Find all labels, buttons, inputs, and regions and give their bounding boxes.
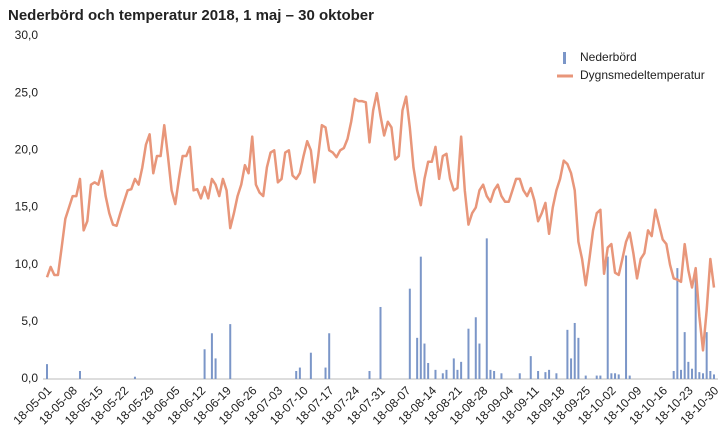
- y-tick-label: 30,0: [15, 28, 39, 42]
- bar: [599, 375, 602, 379]
- bar: [485, 238, 488, 379]
- bar: [423, 343, 426, 379]
- bar: [78, 370, 81, 379]
- y-tick-label: 0,0: [21, 371, 38, 385]
- bar: [478, 343, 481, 379]
- bar: [702, 373, 705, 379]
- bar: [493, 370, 496, 379]
- bar: [570, 358, 573, 379]
- bar: [210, 333, 213, 379]
- bar: [379, 306, 382, 379]
- bar: [709, 370, 712, 379]
- chart-title: Nederbörd och temperatur 2018, 1 maj – 3…: [8, 7, 374, 24]
- bar: [229, 324, 232, 379]
- bar: [691, 368, 694, 379]
- bar: [518, 373, 521, 379]
- bar: [434, 369, 437, 379]
- bar: [419, 256, 422, 379]
- bar: [368, 370, 371, 379]
- bar: [628, 375, 631, 379]
- bar: [672, 370, 675, 379]
- bar: [683, 332, 686, 379]
- bar: [452, 358, 455, 379]
- bar: [625, 255, 628, 379]
- legend-swatch: [563, 52, 566, 64]
- bar: [566, 329, 569, 379]
- bar: [548, 369, 551, 379]
- y-tick-label: 15,0: [15, 200, 39, 214]
- bar: [489, 369, 492, 379]
- bar: [298, 367, 301, 379]
- bar: [617, 374, 620, 379]
- bar: [676, 268, 679, 379]
- bar: [555, 373, 558, 379]
- bar: [573, 322, 576, 379]
- bar: [713, 374, 715, 379]
- bar: [408, 288, 411, 379]
- bar: [606, 256, 609, 379]
- bar: [687, 361, 690, 379]
- temperature-line: [45, 91, 716, 352]
- bar: [133, 376, 136, 379]
- bar: [595, 375, 598, 379]
- bar: [610, 373, 613, 379]
- bar: [680, 369, 683, 379]
- bar: [474, 317, 477, 379]
- bar: [456, 369, 459, 379]
- y-tick-label: 5,0: [21, 314, 38, 328]
- bar: [328, 333, 331, 379]
- bar: [445, 369, 448, 379]
- bar: [544, 372, 547, 379]
- bar: [698, 372, 701, 379]
- y-tick-label: 25,0: [15, 85, 39, 99]
- bar: [537, 370, 540, 379]
- bar: [441, 373, 444, 379]
- bar: [203, 349, 206, 379]
- bar: [584, 375, 587, 379]
- bar: [309, 352, 312, 379]
- bar: [614, 373, 617, 379]
- legend-label: Dygnsmedeltemperatur: [580, 68, 705, 82]
- bar: [500, 373, 503, 379]
- bar: [324, 367, 327, 379]
- bar: [416, 337, 419, 379]
- bar: [529, 356, 532, 379]
- bar: [467, 328, 470, 379]
- bar: [577, 337, 580, 379]
- y-tick-label: 10,0: [15, 257, 39, 271]
- bar: [46, 364, 48, 379]
- bar: [460, 361, 463, 379]
- bar: [295, 370, 298, 379]
- bar: [214, 358, 217, 379]
- bar: [427, 362, 430, 379]
- y-tick-label: 20,0: [15, 143, 39, 157]
- bar: [694, 269, 697, 379]
- bar: [705, 332, 708, 379]
- legend-label: Nederbörd: [580, 50, 637, 64]
